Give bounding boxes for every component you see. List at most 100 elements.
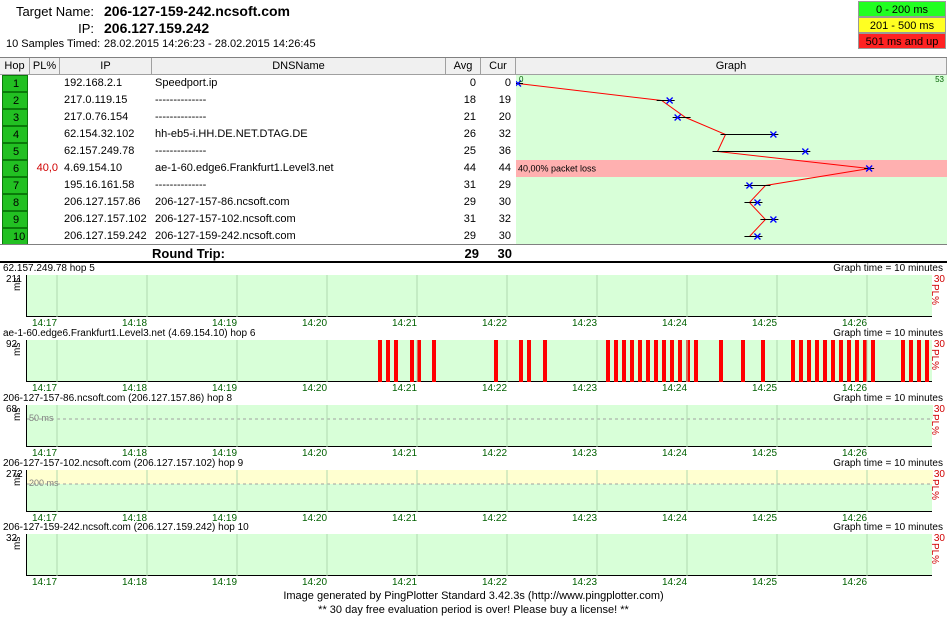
hop-cur: 30 xyxy=(498,230,511,242)
time-tick: 14:18 xyxy=(122,513,148,524)
target-name-value: 206-127-159-242.ncsoft.com xyxy=(104,3,290,19)
hop-dns: -------------- xyxy=(155,94,207,106)
hop-number[interactable]: 9 xyxy=(2,211,28,228)
hop-row[interactable]: 5 62.157.249.78 -------------- 25 36 xyxy=(0,143,947,160)
legend-low: 0 - 200 ms xyxy=(858,1,946,17)
packet-loss-bar xyxy=(799,340,803,382)
time-tick: 14:23 xyxy=(572,383,598,394)
hop-number[interactable]: 4 xyxy=(2,126,28,143)
hop-number[interactable]: 6 xyxy=(2,160,28,177)
graph-plot-area: 200 ms xyxy=(26,470,933,512)
col-cur[interactable]: Cur xyxy=(481,58,516,75)
hop-ip: 62.157.249.78 xyxy=(64,145,135,157)
packet-loss-bar xyxy=(847,340,851,382)
hop-row[interactable]: 4 62.154.32.102 hh-eb5-i.HH.DE.NET.DTAG.DE… xyxy=(0,126,947,143)
hop-avg: 26 xyxy=(463,128,476,140)
time-tick: 14:25 xyxy=(752,318,778,329)
hop-ip: 217.0.76.154 xyxy=(64,111,129,123)
graph-y-unit: ms xyxy=(12,277,23,291)
packet-loss-bar xyxy=(678,340,682,382)
hop-packet-loss: 40,0 xyxy=(36,162,58,174)
hop-row[interactable]: 10 206.127.159.242 206-127-159-242.ncsoft.… xyxy=(0,228,947,245)
packet-loss-bar xyxy=(417,340,421,382)
time-tick: 14:22 xyxy=(482,448,508,459)
hop-table: Hop PL% IP DNSName Avg Cur Graph 40,00% … xyxy=(0,57,947,261)
graph-plot-area: 50 ms xyxy=(26,405,933,447)
col-pl[interactable]: PL% xyxy=(30,58,60,75)
hop-number[interactable]: 2 xyxy=(2,92,28,109)
graph-min-label: 0 xyxy=(519,75,524,84)
time-tick: 14:21 xyxy=(392,383,418,394)
hop-dns: -------------- xyxy=(155,111,207,123)
hop-number[interactable]: 3 xyxy=(2,109,28,126)
hop-time-graph: 206-127-157-86.ncsoft.com (206.127.157.8… xyxy=(0,393,947,459)
packet-loss-bar xyxy=(630,340,634,382)
packet-loss-bar xyxy=(606,340,610,382)
hop-row[interactable]: 8 206.127.157.86 206-127-157-86.ncsoft.com… xyxy=(0,194,947,211)
col-ip[interactable]: IP xyxy=(60,58,152,75)
col-hop[interactable]: Hop xyxy=(0,58,30,75)
hop-avg: 21 xyxy=(463,111,476,123)
time-tick: 14:17 xyxy=(32,318,58,329)
hop-row[interactable]: 9 206.127.157.102 206-127-157-102.ncsoft.c… xyxy=(0,211,947,228)
hop-row[interactable]: 7 195.16.161.58 -------------- 31 29 xyxy=(0,177,947,194)
packet-loss-bar xyxy=(761,340,765,382)
time-tick: 14:25 xyxy=(752,513,778,524)
graph-y-unit: ms xyxy=(12,342,23,356)
hop-dns: hh-eb5-i.HH.DE.NET.DTAG.DE xyxy=(155,128,308,140)
time-tick: 14:17 xyxy=(32,577,58,588)
packet-loss-bar xyxy=(646,340,650,382)
time-tick: 14:21 xyxy=(392,318,418,329)
hop-row[interactable]: 3 217.0.76.154 -------------- 21 20 xyxy=(0,109,947,126)
hop-number[interactable]: 7 xyxy=(2,177,28,194)
time-tick: 14:26 xyxy=(842,448,868,459)
graph-title: 206-127-157-102.ncsoft.com (206.127.157.… xyxy=(3,458,244,469)
time-tick: 14:19 xyxy=(212,383,238,394)
hop-dns: -------------- xyxy=(155,145,207,157)
threshold-band xyxy=(27,405,933,419)
hop-cur: 29 xyxy=(498,179,511,191)
time-tick: 14:21 xyxy=(392,577,418,588)
threshold-label: 50 ms xyxy=(29,413,54,423)
col-dns[interactable]: DNSName xyxy=(152,58,446,75)
hop-row[interactable]: 2 217.0.119.15 -------------- 18 19 xyxy=(0,92,947,109)
hop-row[interactable]: 6 40,0 4.69.154.10 ae-1-60.edge6.Frankfurt1… xyxy=(0,160,947,177)
time-tick: 14:18 xyxy=(122,577,148,588)
time-tick: 14:25 xyxy=(752,383,778,394)
hop-row[interactable]: 1 192.168.2.1 Speedport.ip 0 0 xyxy=(0,75,947,92)
hop-cur: 20 xyxy=(498,111,511,123)
hop-packet-loss xyxy=(30,143,58,160)
packet-loss-bar xyxy=(543,340,547,382)
hop-number[interactable]: 1 xyxy=(2,75,28,92)
cur-marker xyxy=(666,97,674,104)
threshold-band xyxy=(27,470,933,484)
hop-packet-loss xyxy=(30,194,58,211)
hop-avg: 29 xyxy=(463,230,476,242)
graph-title: 206-127-157-86.ncsoft.com (206.127.157.8… xyxy=(3,393,233,404)
graph-title: 62.157.249.78 hop 5 xyxy=(3,263,95,274)
col-avg[interactable]: Avg xyxy=(446,58,481,75)
col-graph[interactable]: Graph xyxy=(516,58,947,75)
time-tick: 14:17 xyxy=(32,383,58,394)
hop-number[interactable]: 10 xyxy=(2,228,28,245)
hop-ip: 195.16.161.58 xyxy=(64,179,135,191)
hop-avg: 44 xyxy=(463,162,476,174)
hop-avg: 18 xyxy=(463,94,476,106)
hop-time-graph: 206-127-159-242.ncsoft.com (206.127.159.… xyxy=(0,522,947,588)
packet-loss-bar xyxy=(909,340,913,382)
hop-dns: 206-127-157-102.ncsoft.com xyxy=(155,213,296,225)
hop-number[interactable]: 8 xyxy=(2,194,28,211)
hop-ip: 4.69.154.10 xyxy=(64,162,123,174)
footer-license: ** 30 day free evaluation period is over… xyxy=(318,604,629,616)
cur-marker xyxy=(801,148,809,155)
hop-packet-loss xyxy=(30,126,58,143)
time-tick: 14:19 xyxy=(212,318,238,329)
graph-time-label: Graph time = 10 minutes xyxy=(833,328,943,339)
hop-ip: 206.127.157.86 xyxy=(64,196,141,208)
graph-pl-max: 30 xyxy=(933,274,945,285)
hop-dns: 206-127-159-242.ncsoft.com xyxy=(155,230,296,242)
time-tick: 14:18 xyxy=(122,383,148,394)
hop-cur: 44 xyxy=(498,162,511,174)
hop-number[interactable]: 5 xyxy=(2,143,28,160)
time-tick: 14:26 xyxy=(842,577,868,588)
